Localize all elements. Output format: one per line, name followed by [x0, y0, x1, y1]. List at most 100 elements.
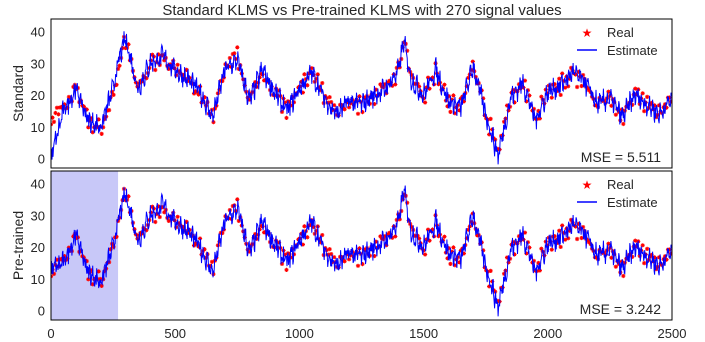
y-axis-label: Pre-trained [10, 211, 26, 280]
real-point [282, 100, 288, 105]
real-point [284, 115, 289, 121]
real-point [324, 95, 329, 101]
real-point [259, 71, 264, 76]
real-point [378, 234, 383, 239]
real-point [65, 256, 70, 261]
real-point [488, 268, 493, 273]
real-point [381, 84, 386, 90]
real-point [203, 255, 209, 260]
real-point [110, 89, 115, 94]
real-point [342, 107, 347, 112]
real-point [74, 235, 79, 241]
real-point [422, 100, 428, 105]
real-point [84, 107, 89, 112]
series-estimate-line [51, 185, 672, 317]
real-point [102, 116, 107, 122]
real-point [640, 91, 645, 96]
real-point [120, 45, 125, 51]
real-point [381, 236, 386, 242]
real-point [373, 87, 379, 92]
real-point [317, 85, 322, 90]
real-point [387, 78, 392, 83]
real-point [558, 92, 563, 98]
real-point [259, 223, 264, 228]
real-point [162, 58, 167, 63]
real-point [196, 244, 201, 249]
real-point [536, 108, 541, 114]
real-point [630, 254, 635, 259]
real-point [656, 255, 662, 260]
real-point [539, 94, 544, 99]
real-point [531, 258, 536, 263]
real-point [81, 104, 86, 109]
real-point [299, 79, 304, 84]
real-point [422, 252, 428, 257]
real-point [153, 219, 158, 225]
real-point [217, 87, 222, 92]
real-point [609, 255, 614, 260]
real-point [373, 239, 379, 244]
real-point [114, 234, 119, 239]
real-point [233, 56, 238, 62]
real-point [175, 62, 180, 67]
real-point [71, 234, 76, 239]
real-point [309, 66, 314, 71]
real-point [299, 231, 304, 236]
real-point [315, 72, 320, 77]
real-point [220, 230, 225, 236]
real-point [302, 224, 307, 229]
real-point [458, 248, 463, 253]
real-point [466, 75, 471, 80]
real-point [561, 230, 566, 236]
real-point [51, 115, 55, 120]
real-point [302, 72, 307, 77]
real-point [482, 113, 487, 118]
real-point [445, 104, 450, 109]
x-tick-label: 1000 [285, 326, 314, 341]
real-point [487, 284, 492, 289]
y-tick-label: 40 [31, 177, 45, 192]
real-point [537, 116, 542, 121]
real-point [557, 228, 562, 233]
real-point [656, 103, 662, 108]
real-point [324, 247, 329, 253]
legend-real-marker: ★ [582, 26, 593, 40]
real-point [384, 91, 389, 96]
real-point [190, 81, 195, 86]
real-point [466, 227, 471, 232]
real-point [448, 261, 453, 266]
real-point [501, 271, 507, 276]
real-point [326, 100, 331, 105]
real-point [406, 218, 411, 223]
real-point [208, 264, 213, 269]
real-point [245, 95, 250, 100]
real-point [160, 204, 165, 210]
real-point [522, 230, 528, 235]
real-point [311, 224, 316, 230]
real-point [496, 146, 501, 152]
y-tick-label: 30 [31, 56, 45, 71]
real-point [616, 109, 621, 115]
real-point [288, 103, 294, 108]
real-point [65, 105, 70, 110]
real-point [425, 227, 431, 232]
real-point [397, 217, 402, 222]
x-tick-label: 1500 [409, 326, 438, 341]
real-point [613, 264, 618, 269]
real-point [62, 102, 67, 107]
real-point [539, 246, 544, 251]
real-point [282, 252, 288, 257]
real-point [318, 88, 323, 93]
real-point [488, 116, 493, 121]
real-point [579, 83, 584, 89]
real-point [569, 65, 574, 70]
real-point [150, 204, 155, 209]
real-point [516, 234, 522, 239]
real-point [549, 247, 554, 252]
real-point [645, 94, 650, 99]
real-point [186, 230, 191, 235]
real-point [427, 86, 432, 91]
real-point [662, 254, 668, 259]
real-point [527, 245, 532, 250]
real-point [561, 78, 566, 84]
